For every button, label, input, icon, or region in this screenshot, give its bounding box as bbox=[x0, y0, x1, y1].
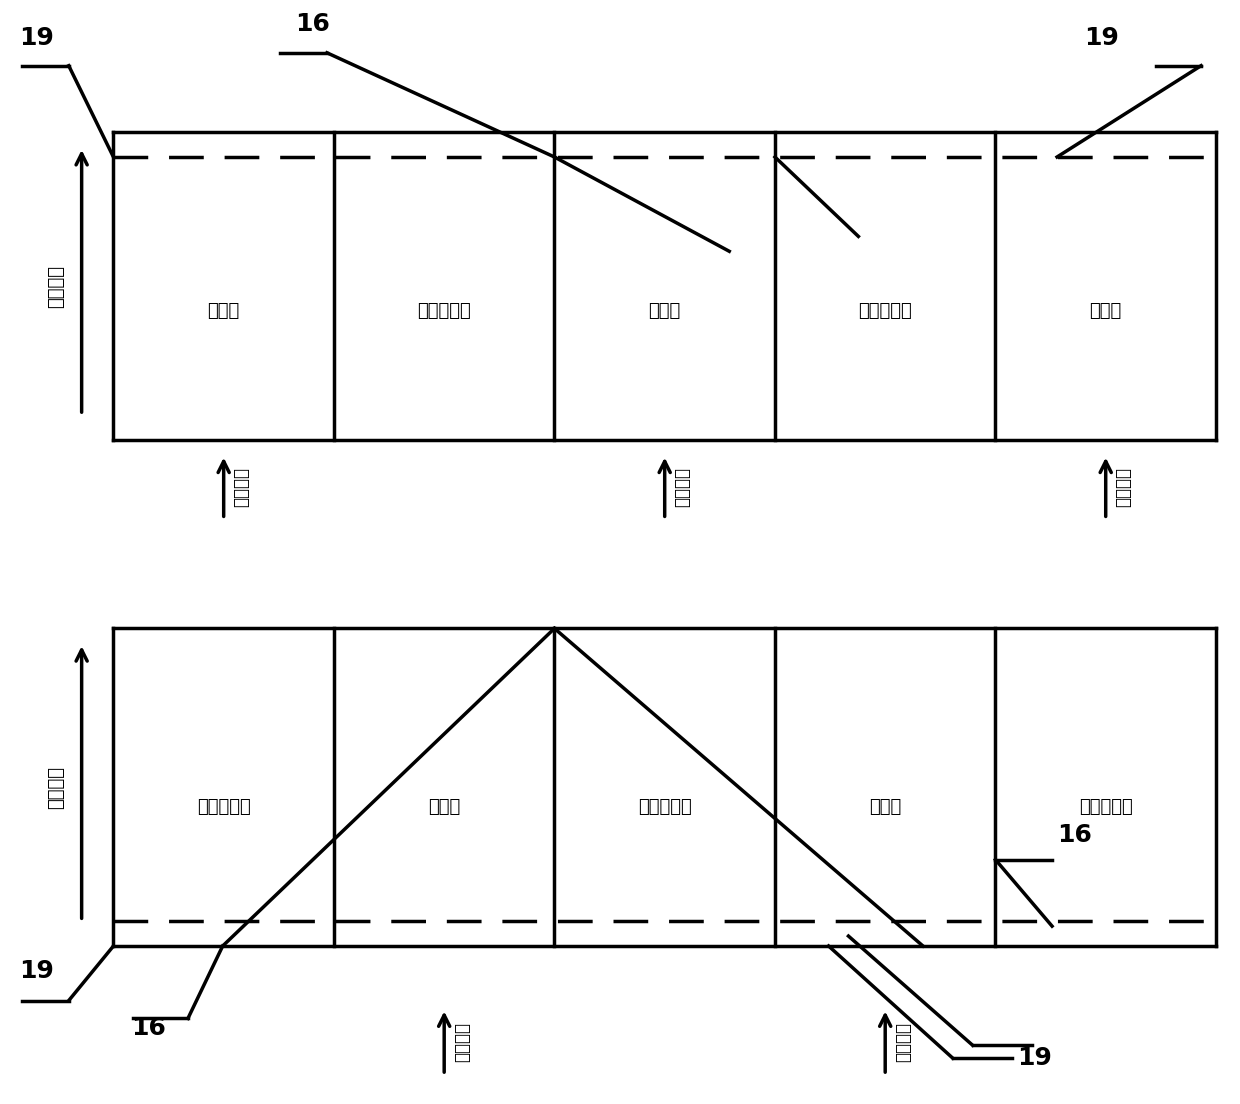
Text: 通航区: 通航区 bbox=[649, 301, 681, 320]
Text: 19: 19 bbox=[1084, 25, 1120, 50]
Text: 模式组合区: 模式组合区 bbox=[197, 798, 250, 816]
Text: 19: 19 bbox=[19, 25, 55, 50]
Text: 通航区: 通航区 bbox=[428, 798, 460, 816]
Text: 16: 16 bbox=[295, 12, 330, 36]
Text: 航行方向: 航行方向 bbox=[453, 1022, 471, 1062]
Text: 水流方向: 水流方向 bbox=[47, 766, 64, 809]
Text: 航行方向: 航行方向 bbox=[673, 467, 692, 507]
Text: 模式组合区: 模式组合区 bbox=[637, 798, 692, 816]
Text: 19: 19 bbox=[1017, 1047, 1053, 1070]
Text: 通航区: 通航区 bbox=[1090, 301, 1122, 320]
Text: 通航区: 通航区 bbox=[869, 798, 901, 816]
Text: 16: 16 bbox=[130, 1017, 166, 1040]
Text: 19: 19 bbox=[19, 958, 55, 983]
Text: 模式组合组: 模式组合组 bbox=[858, 301, 913, 320]
Text: 航行方向: 航行方向 bbox=[894, 1022, 913, 1062]
Text: 模式组合区: 模式组合区 bbox=[418, 301, 471, 320]
Text: 航行方向: 航行方向 bbox=[1115, 467, 1132, 507]
Text: 水流方向: 水流方向 bbox=[47, 265, 64, 308]
Text: 通航区: 通航区 bbox=[207, 301, 239, 320]
Text: 航行方向: 航行方向 bbox=[233, 467, 250, 507]
Text: 模式组合区: 模式组合区 bbox=[1079, 798, 1132, 816]
Text: 16: 16 bbox=[1056, 822, 1092, 847]
